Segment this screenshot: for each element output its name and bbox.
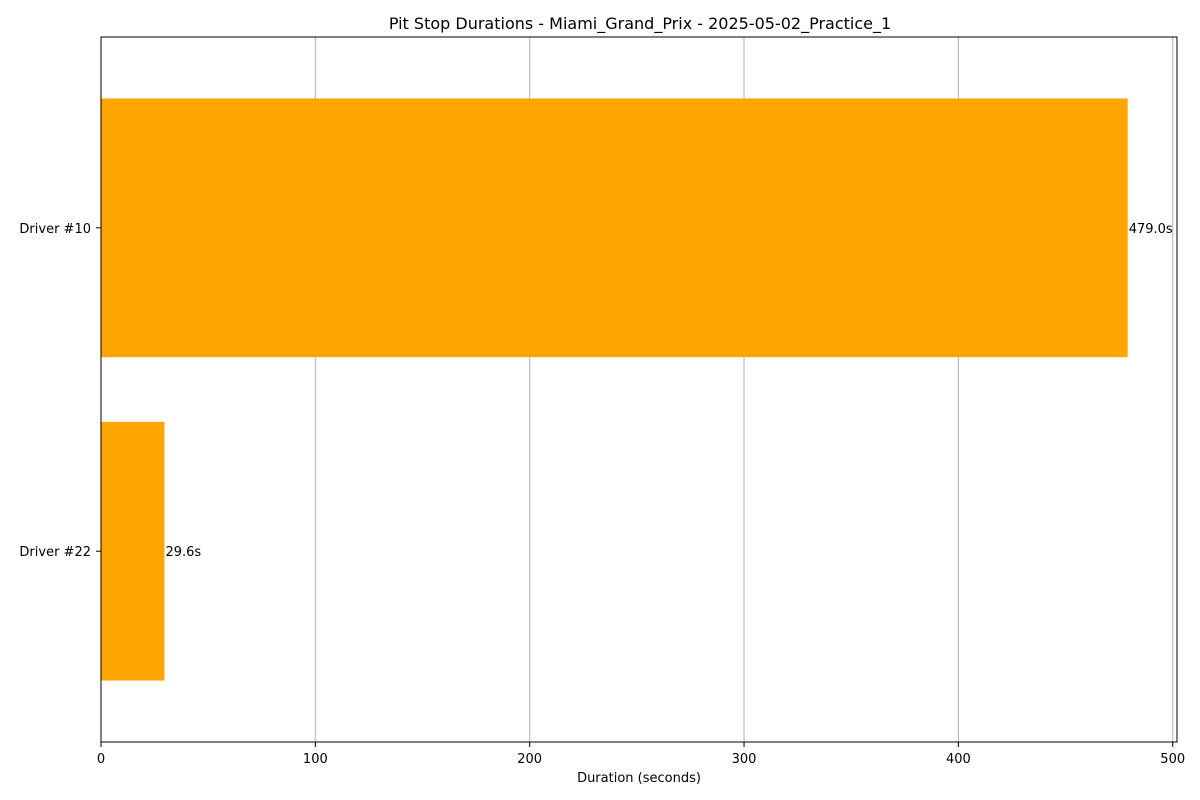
x-tick-label-3: 300 — [732, 752, 757, 767]
bars — [101, 98, 1128, 681]
x-tick-label-1: 100 — [303, 752, 328, 767]
chart-title: Pit Stop Durations - Miami_Grand_Prix - … — [389, 14, 891, 34]
data-labels: 479.0s 29.6s — [165, 222, 1172, 560]
y-tick-label-0: Driver #10 — [19, 222, 91, 237]
bar-driver-22 — [101, 421, 165, 681]
plot-frame — [100, 36, 1178, 743]
data-label-0: 479.0s — [1129, 222, 1173, 237]
axis-ticks: 0 100 200 300 400 500 Driver #10 Driver #22 — [19, 222, 1185, 767]
x-tick-label-0: 0 — [97, 752, 105, 767]
data-label-1: 29.6s — [165, 545, 201, 560]
x-tick-label-2: 200 — [517, 752, 542, 767]
x-tick-label-5: 500 — [1160, 752, 1185, 767]
y-tick-label-1: Driver #22 — [19, 545, 91, 560]
x-tick-label-4: 400 — [946, 752, 971, 767]
x-axis-label: Duration (seconds) — [577, 771, 701, 786]
bar-driver-10 — [101, 98, 1128, 358]
